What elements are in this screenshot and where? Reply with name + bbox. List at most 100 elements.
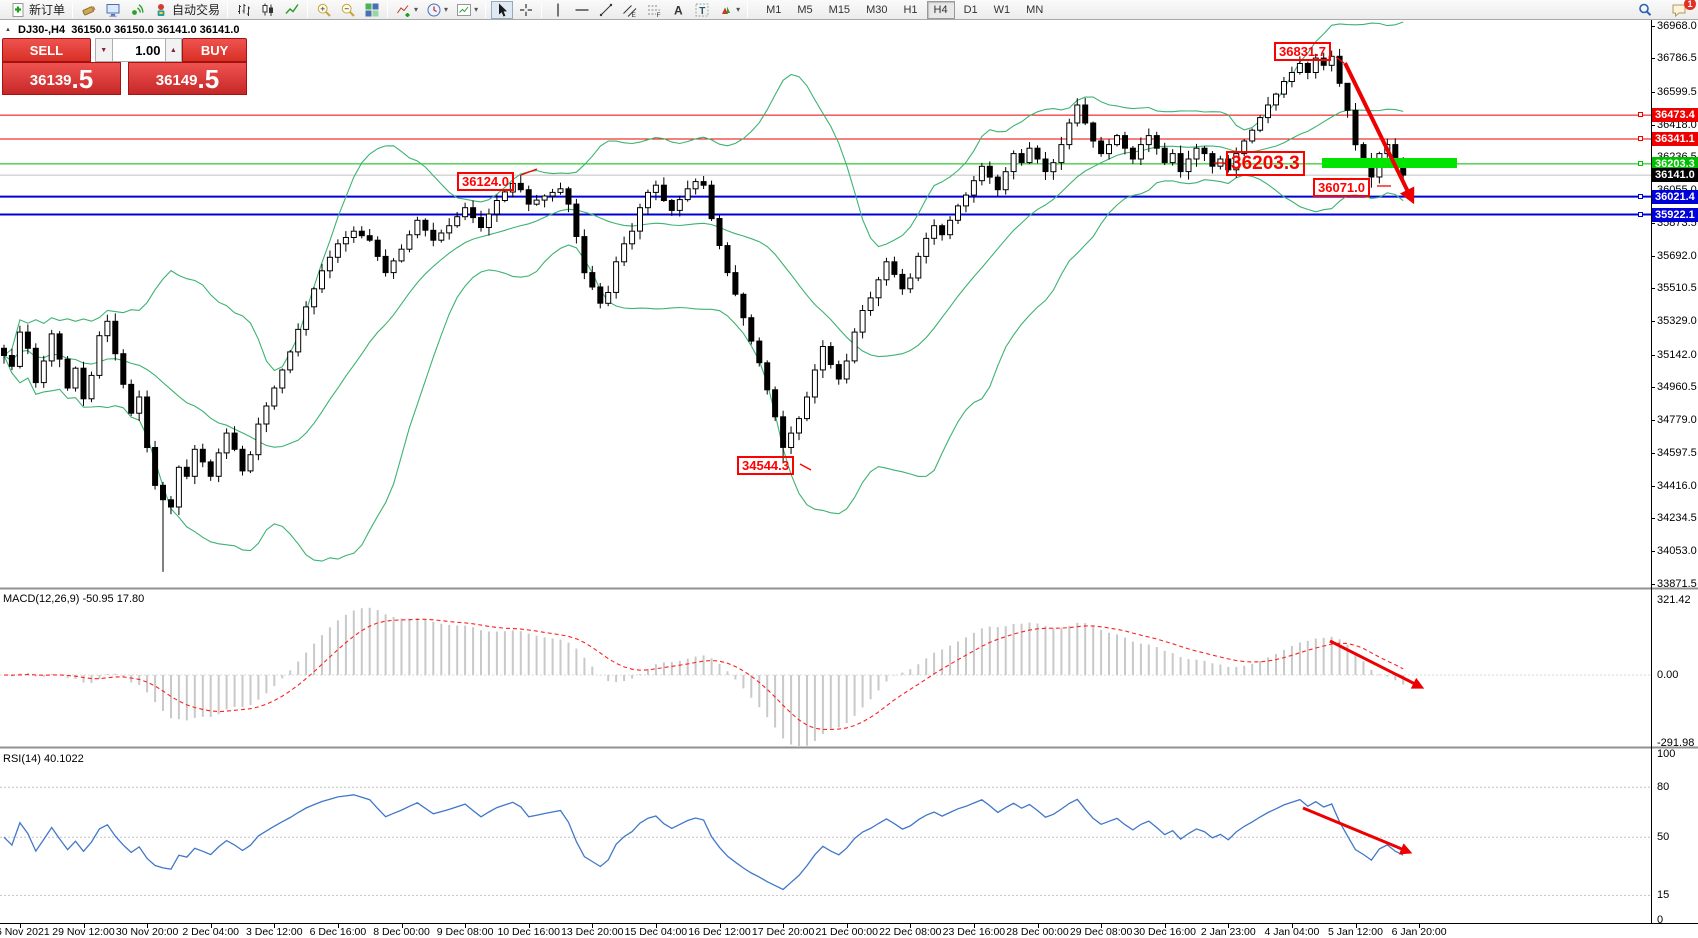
chart-canvas[interactable]	[0, 20, 1698, 937]
sell-price-frac: .5	[71, 64, 94, 94]
highlighter-tool[interactable]	[78, 1, 100, 19]
price-badge: 36203.3	[1652, 156, 1698, 171]
dropdown-caret-icon: ▾	[474, 5, 479, 14]
templates-button[interactable]: ▾	[453, 1, 481, 19]
robot-icon	[157, 3, 165, 16]
candlestick-chart-button[interactable]	[257, 1, 279, 19]
sell-price-int: 36139	[29, 72, 72, 89]
axis-tick-mark	[1651, 288, 1655, 290]
price-badge: 36021.4	[1652, 189, 1698, 204]
timeframe-m15[interactable]: M15	[828, 3, 851, 16]
timeframe-h4[interactable]: H4	[926, 0, 955, 19]
timeframe-m30[interactable]: M30	[866, 3, 888, 16]
signals-button[interactable]	[126, 1, 148, 19]
signal-icon	[132, 3, 144, 15]
timeframe-group: M1 M5 M15 M30 H1 H4 D1 W1 MN	[758, 0, 1051, 19]
timeframe-mn[interactable]: MN	[1026, 3, 1044, 16]
fibonacci-icon: F	[648, 5, 661, 18]
toolbar-separator	[485, 1, 487, 18]
zoom-in-button[interactable]	[313, 1, 335, 19]
price-axis-label: 36968.0	[1657, 19, 1697, 32]
price-annotation[interactable]: 36071.0	[1313, 178, 1370, 197]
timeframe-h1[interactable]: H1	[903, 3, 918, 16]
price-axis-label: 36786.5	[1657, 52, 1697, 65]
search-icon	[1639, 3, 1652, 16]
arrows-icon	[722, 6, 731, 14]
line-handle[interactable]	[1638, 160, 1643, 166]
axis-tick-mark	[1651, 452, 1655, 454]
price-annotation[interactable]: 34544.3	[737, 456, 794, 475]
zoom-in-icon	[317, 3, 331, 17]
zoom-out-button[interactable]	[337, 1, 359, 19]
timeframe-m5[interactable]: M5	[797, 3, 813, 16]
publisher-button[interactable]	[102, 1, 124, 19]
macd-axis-label: 0.00	[1657, 669, 1679, 681]
price-axis-label: 34597.5	[1657, 446, 1697, 459]
sell-price[interactable]: 36139.5	[2, 62, 121, 95]
price-axis-label: 36599.5	[1657, 85, 1697, 98]
volume-decrease-button[interactable]	[94, 38, 113, 62]
bars-icon	[238, 3, 251, 16]
toolbar-separator	[387, 1, 389, 18]
time-tick	[1419, 924, 1421, 928]
label-tool[interactable]: T	[691, 1, 713, 19]
indicators-button[interactable]: ▾	[393, 1, 421, 19]
doc-plus-icon	[12, 2, 24, 17]
one-click-trading-panel: SELL BUY 36139.5 36149.5	[2, 38, 248, 95]
cursor-icon	[499, 3, 508, 16]
line-chart-button[interactable]	[281, 1, 303, 19]
volume-input[interactable]	[112, 38, 165, 62]
price-annotation[interactable]: 36831.7	[1274, 42, 1331, 61]
axis-tick-mark	[1651, 25, 1655, 27]
volume-increase-button[interactable]	[164, 38, 183, 62]
sell-button[interactable]: SELL	[2, 38, 91, 62]
line-handle[interactable]	[1638, 211, 1643, 217]
horizontal-line-tool[interactable]	[571, 1, 593, 19]
time-axis-label: 6 Dec 16:00	[309, 926, 367, 938]
crosshair-tool[interactable]	[515, 1, 537, 19]
time-axis-label: 28 Dec 00:00	[1006, 926, 1069, 938]
toolbar-separator	[747, 1, 749, 18]
buy-price[interactable]: 36149.5	[128, 62, 247, 95]
rsi-axis-label: 100	[1657, 748, 1676, 760]
price-badge: 35922.1	[1652, 207, 1698, 222]
vertical-line-tool[interactable]	[547, 1, 569, 19]
timeframe-d1[interactable]: D1	[963, 3, 978, 16]
line-handle[interactable]	[1638, 136, 1643, 141]
search-button[interactable]	[1634, 1, 1656, 19]
axis-tick-mark	[1651, 354, 1655, 356]
text-a-icon: A	[674, 3, 683, 17]
indicator-icon	[397, 4, 410, 17]
periods-button[interactable]: ▾	[423, 1, 451, 19]
time-tick	[147, 924, 149, 928]
fibonacci-tool[interactable]: F	[643, 1, 665, 19]
timeframe-m1[interactable]: M1	[766, 3, 782, 16]
time-tick	[337, 924, 339, 928]
chart-window[interactable]: DJ30-,H4 36150.0 36150.0 36141.0 36141.0…	[0, 19, 1698, 938]
tile-windows-button[interactable]	[361, 1, 383, 19]
price-annotation[interactable]: 36124.0	[457, 172, 514, 191]
bar-chart-button[interactable]	[233, 1, 255, 19]
autotrading-button[interactable]: 自动交易	[150, 1, 223, 19]
line-handle[interactable]	[1638, 193, 1643, 199]
time-tick	[465, 924, 467, 928]
arrows-tool[interactable]: ▾	[715, 1, 743, 19]
buy-button[interactable]: BUY	[182, 38, 248, 62]
axis-tick-mark	[1651, 387, 1655, 389]
toolbar-separator	[307, 1, 309, 18]
trendline-tool[interactable]	[595, 1, 617, 19]
timeframe-w1[interactable]: W1	[993, 3, 1011, 16]
axis-tick-mark	[1651, 485, 1655, 487]
axis-tick-mark	[1651, 124, 1655, 126]
dropdown-caret-icon: ▾	[444, 5, 449, 14]
time-tick	[1164, 924, 1166, 928]
community-chat-button[interactable]: 1	[1668, 0, 1696, 19]
new-order-button[interactable]: 新订单	[7, 1, 68, 19]
buy-price-int: 36149	[155, 72, 198, 89]
channel-tool[interactable]: E	[619, 1, 641, 19]
line-handle[interactable]	[1638, 112, 1643, 118]
price-annotation[interactable]: 36203.3	[1226, 151, 1305, 176]
cursor-tool[interactable]	[491, 0, 514, 19]
text-tool[interactable]: A	[667, 1, 689, 19]
